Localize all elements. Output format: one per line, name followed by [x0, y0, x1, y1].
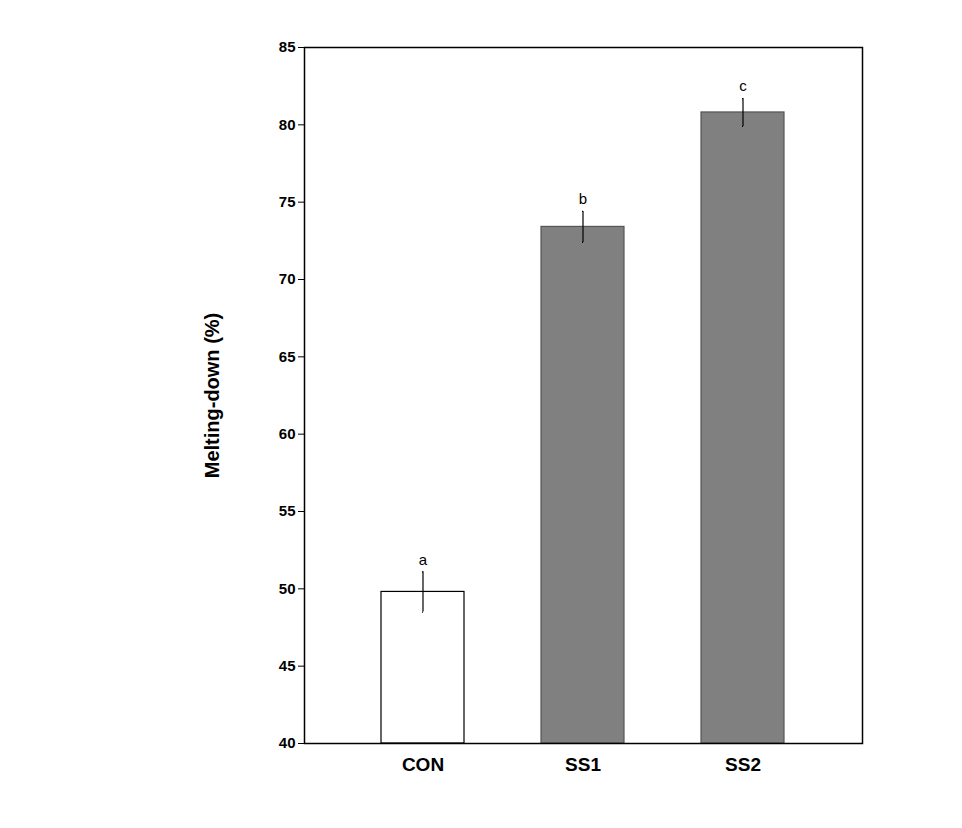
svg-text:SS2: SS2	[725, 754, 761, 775]
svg-text:70: 70	[279, 270, 296, 287]
svg-text:CON: CON	[402, 754, 444, 775]
svg-text:Melting-down (%): Melting-down (%)	[201, 313, 223, 479]
svg-text:SS1: SS1	[565, 754, 601, 775]
svg-text:85: 85	[279, 38, 296, 55]
svg-text:80: 80	[279, 116, 296, 133]
svg-text:65: 65	[279, 348, 296, 365]
svg-text:a: a	[419, 551, 428, 568]
svg-text:60: 60	[279, 425, 296, 442]
svg-text:75: 75	[279, 193, 296, 210]
svg-text:b: b	[579, 190, 587, 207]
svg-text:45: 45	[279, 657, 296, 674]
svg-text:c: c	[739, 77, 747, 94]
svg-text:50: 50	[279, 580, 296, 597]
svg-text:55: 55	[279, 502, 296, 519]
svg-text:40: 40	[279, 734, 296, 751]
